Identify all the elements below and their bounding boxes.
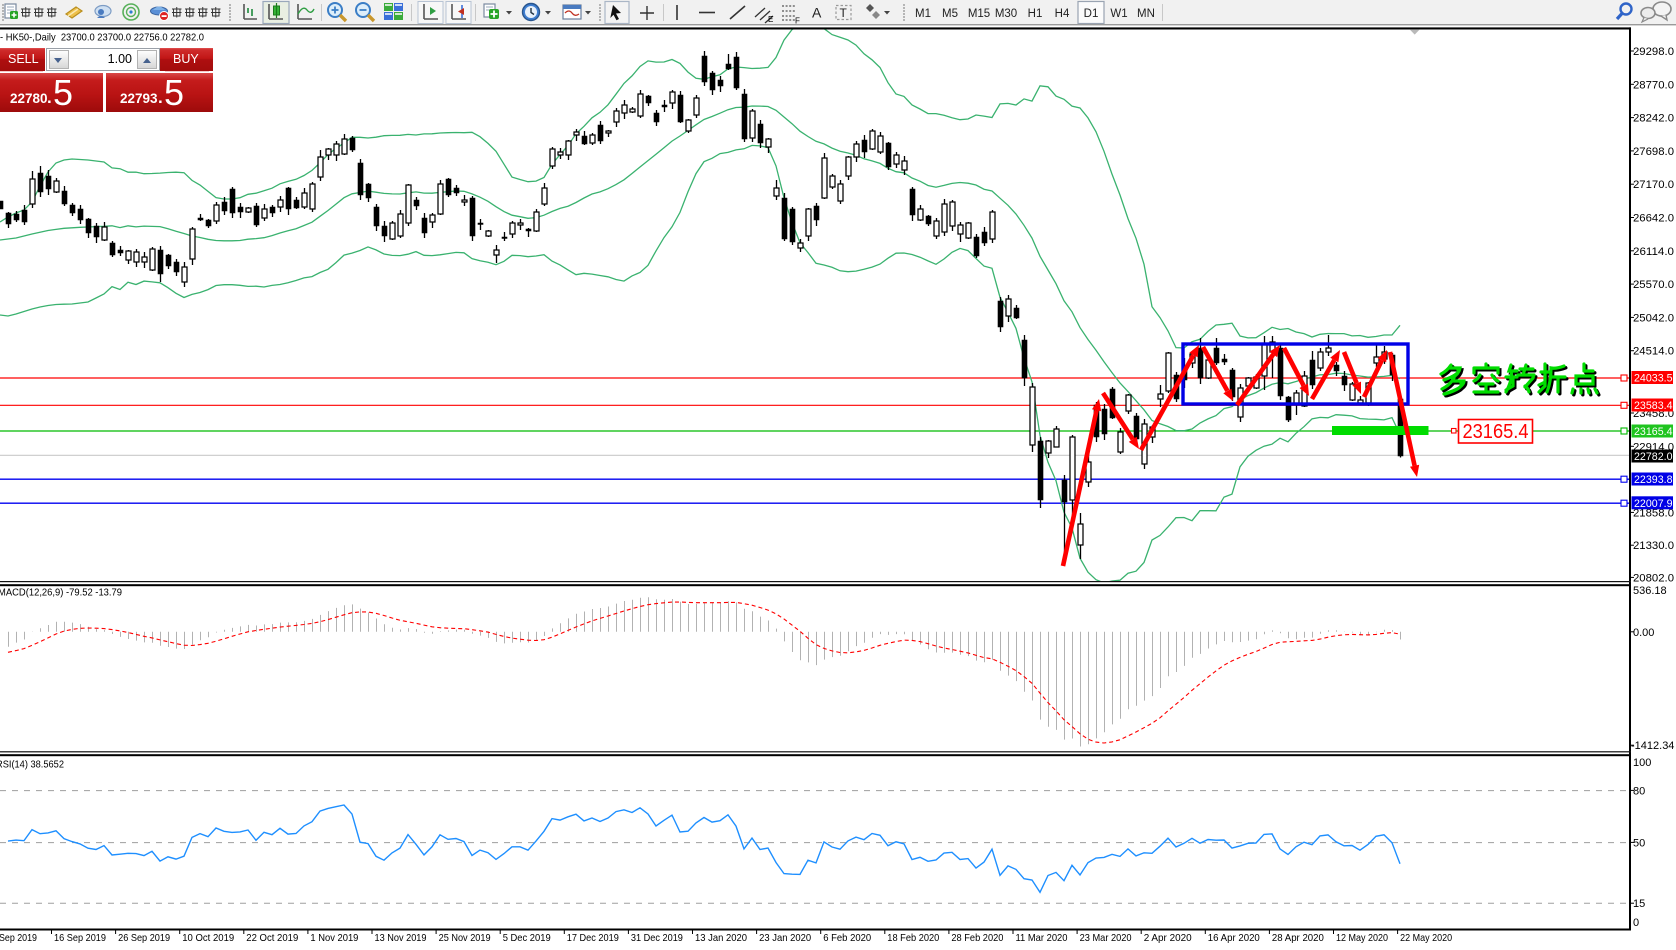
svg-text:22 May 2020: 22 May 2020 xyxy=(1400,932,1452,944)
svg-text:H4: H4 xyxy=(1055,8,1070,20)
svg-text:80: 80 xyxy=(1633,785,1645,797)
svg-text:A: A xyxy=(812,5,822,21)
svg-text:100: 100 xyxy=(1633,757,1651,769)
svg-text:23165.4: 23165.4 xyxy=(1634,426,1673,438)
svg-text:25570.0: 25570.0 xyxy=(1633,279,1674,291)
svg-text:536.18: 536.18 xyxy=(1633,585,1667,597)
svg-text:26 Sep 2019: 26 Sep 2019 xyxy=(118,932,170,944)
svg-text:26642.0: 26642.0 xyxy=(1633,213,1674,225)
svg-text:28 Feb 2020: 28 Feb 2020 xyxy=(951,932,1003,944)
svg-text:RSI(14) 38.5652: RSI(14) 38.5652 xyxy=(0,760,64,771)
svg-text:26114.0: 26114.0 xyxy=(1633,246,1674,258)
svg-text:10 Oct 2019: 10 Oct 2019 xyxy=(182,932,234,944)
svg-text:28242.0: 28242.0 xyxy=(1633,113,1674,125)
svg-text:27698.0: 27698.0 xyxy=(1633,146,1674,158)
svg-text:6 Feb 2020: 6 Feb 2020 xyxy=(823,932,871,944)
svg-text:F: F xyxy=(795,17,800,26)
svg-text:T: T xyxy=(840,6,848,20)
svg-text:MN: MN xyxy=(1137,8,1155,20)
svg-text:23583.4: 23583.4 xyxy=(1634,400,1673,412)
svg-text:0.00: 0.00 xyxy=(1633,627,1654,639)
svg-text:W1: W1 xyxy=(1110,8,1127,20)
svg-text:H1: H1 xyxy=(1028,8,1043,20)
svg-text:50: 50 xyxy=(1633,837,1645,849)
svg-text:11 Mar 2020: 11 Mar 2020 xyxy=(1016,932,1068,944)
svg-text:22 Oct 2019: 22 Oct 2019 xyxy=(246,932,298,944)
svg-text:16 Apr 2020: 16 Apr 2020 xyxy=(1208,932,1260,944)
svg-text:5 Dec 2019: 5 Dec 2019 xyxy=(503,932,551,944)
svg-text:22393.8: 22393.8 xyxy=(1634,474,1673,486)
svg-text:M1: M1 xyxy=(915,8,931,20)
svg-text:21858.0: 21858.0 xyxy=(1633,507,1674,519)
svg-text:23 Mar 2020: 23 Mar 2020 xyxy=(1080,932,1132,944)
svg-text:-1412.34: -1412.34 xyxy=(1631,740,1674,752)
svg-text:22782.0: 22782.0 xyxy=(1634,451,1673,463)
svg-text:28 Apr 2020: 28 Apr 2020 xyxy=(1272,932,1324,944)
svg-text:22007.9: 22007.9 xyxy=(1634,498,1673,510)
svg-text:18 Feb 2020: 18 Feb 2020 xyxy=(887,932,939,944)
svg-text:M30: M30 xyxy=(995,8,1017,20)
svg-text:28770.0: 28770.0 xyxy=(1633,79,1674,91)
svg-text:29298.0: 29298.0 xyxy=(1633,46,1674,58)
svg-text:23165.4: 23165.4 xyxy=(1463,421,1529,443)
svg-text:21330.0: 21330.0 xyxy=(1633,540,1674,552)
svg-text:31 Dec 2019: 31 Dec 2019 xyxy=(631,932,683,944)
svg-text:25042.0: 25042.0 xyxy=(1633,312,1674,324)
svg-text:27170.0: 27170.0 xyxy=(1633,179,1674,191)
svg-text:15: 15 xyxy=(1633,898,1645,910)
svg-text:17 Dec 2019: 17 Dec 2019 xyxy=(567,932,619,944)
svg-text:20802.0: 20802.0 xyxy=(1633,572,1674,584)
svg-text:13 Nov 2019: 13 Nov 2019 xyxy=(375,932,427,944)
svg-text:M5: M5 xyxy=(942,8,958,20)
svg-text:25 Nov 2019: 25 Nov 2019 xyxy=(439,932,491,944)
svg-text:24033.5: 24033.5 xyxy=(1634,373,1673,385)
svg-text:E: E xyxy=(768,15,773,24)
svg-text:24514.0: 24514.0 xyxy=(1633,346,1674,358)
svg-text:- HK50-,Daily 23700.0 23700.0: - HK50-,Daily 23700.0 23700.0 22756.0 22… xyxy=(0,32,204,44)
svg-text:0: 0 xyxy=(1633,917,1639,929)
svg-text:13 Jan 2020: 13 Jan 2020 xyxy=(695,932,747,944)
svg-text:1 Nov 2019: 1 Nov 2019 xyxy=(310,932,358,944)
svg-text:D1: D1 xyxy=(1084,8,1099,20)
svg-text:12 May 2020: 12 May 2020 xyxy=(1336,932,1388,944)
svg-text:Sep 2019: Sep 2019 xyxy=(0,932,37,944)
svg-text:23 Jan 2020: 23 Jan 2020 xyxy=(759,932,811,944)
svg-text:M15: M15 xyxy=(968,8,990,20)
svg-text:16 Sep 2019: 16 Sep 2019 xyxy=(54,932,106,944)
svg-text:MACD(12,26,9) -79.52 -13.79: MACD(12,26,9) -79.52 -13.79 xyxy=(0,588,122,599)
svg-text:2 Apr 2020: 2 Apr 2020 xyxy=(1144,932,1192,944)
